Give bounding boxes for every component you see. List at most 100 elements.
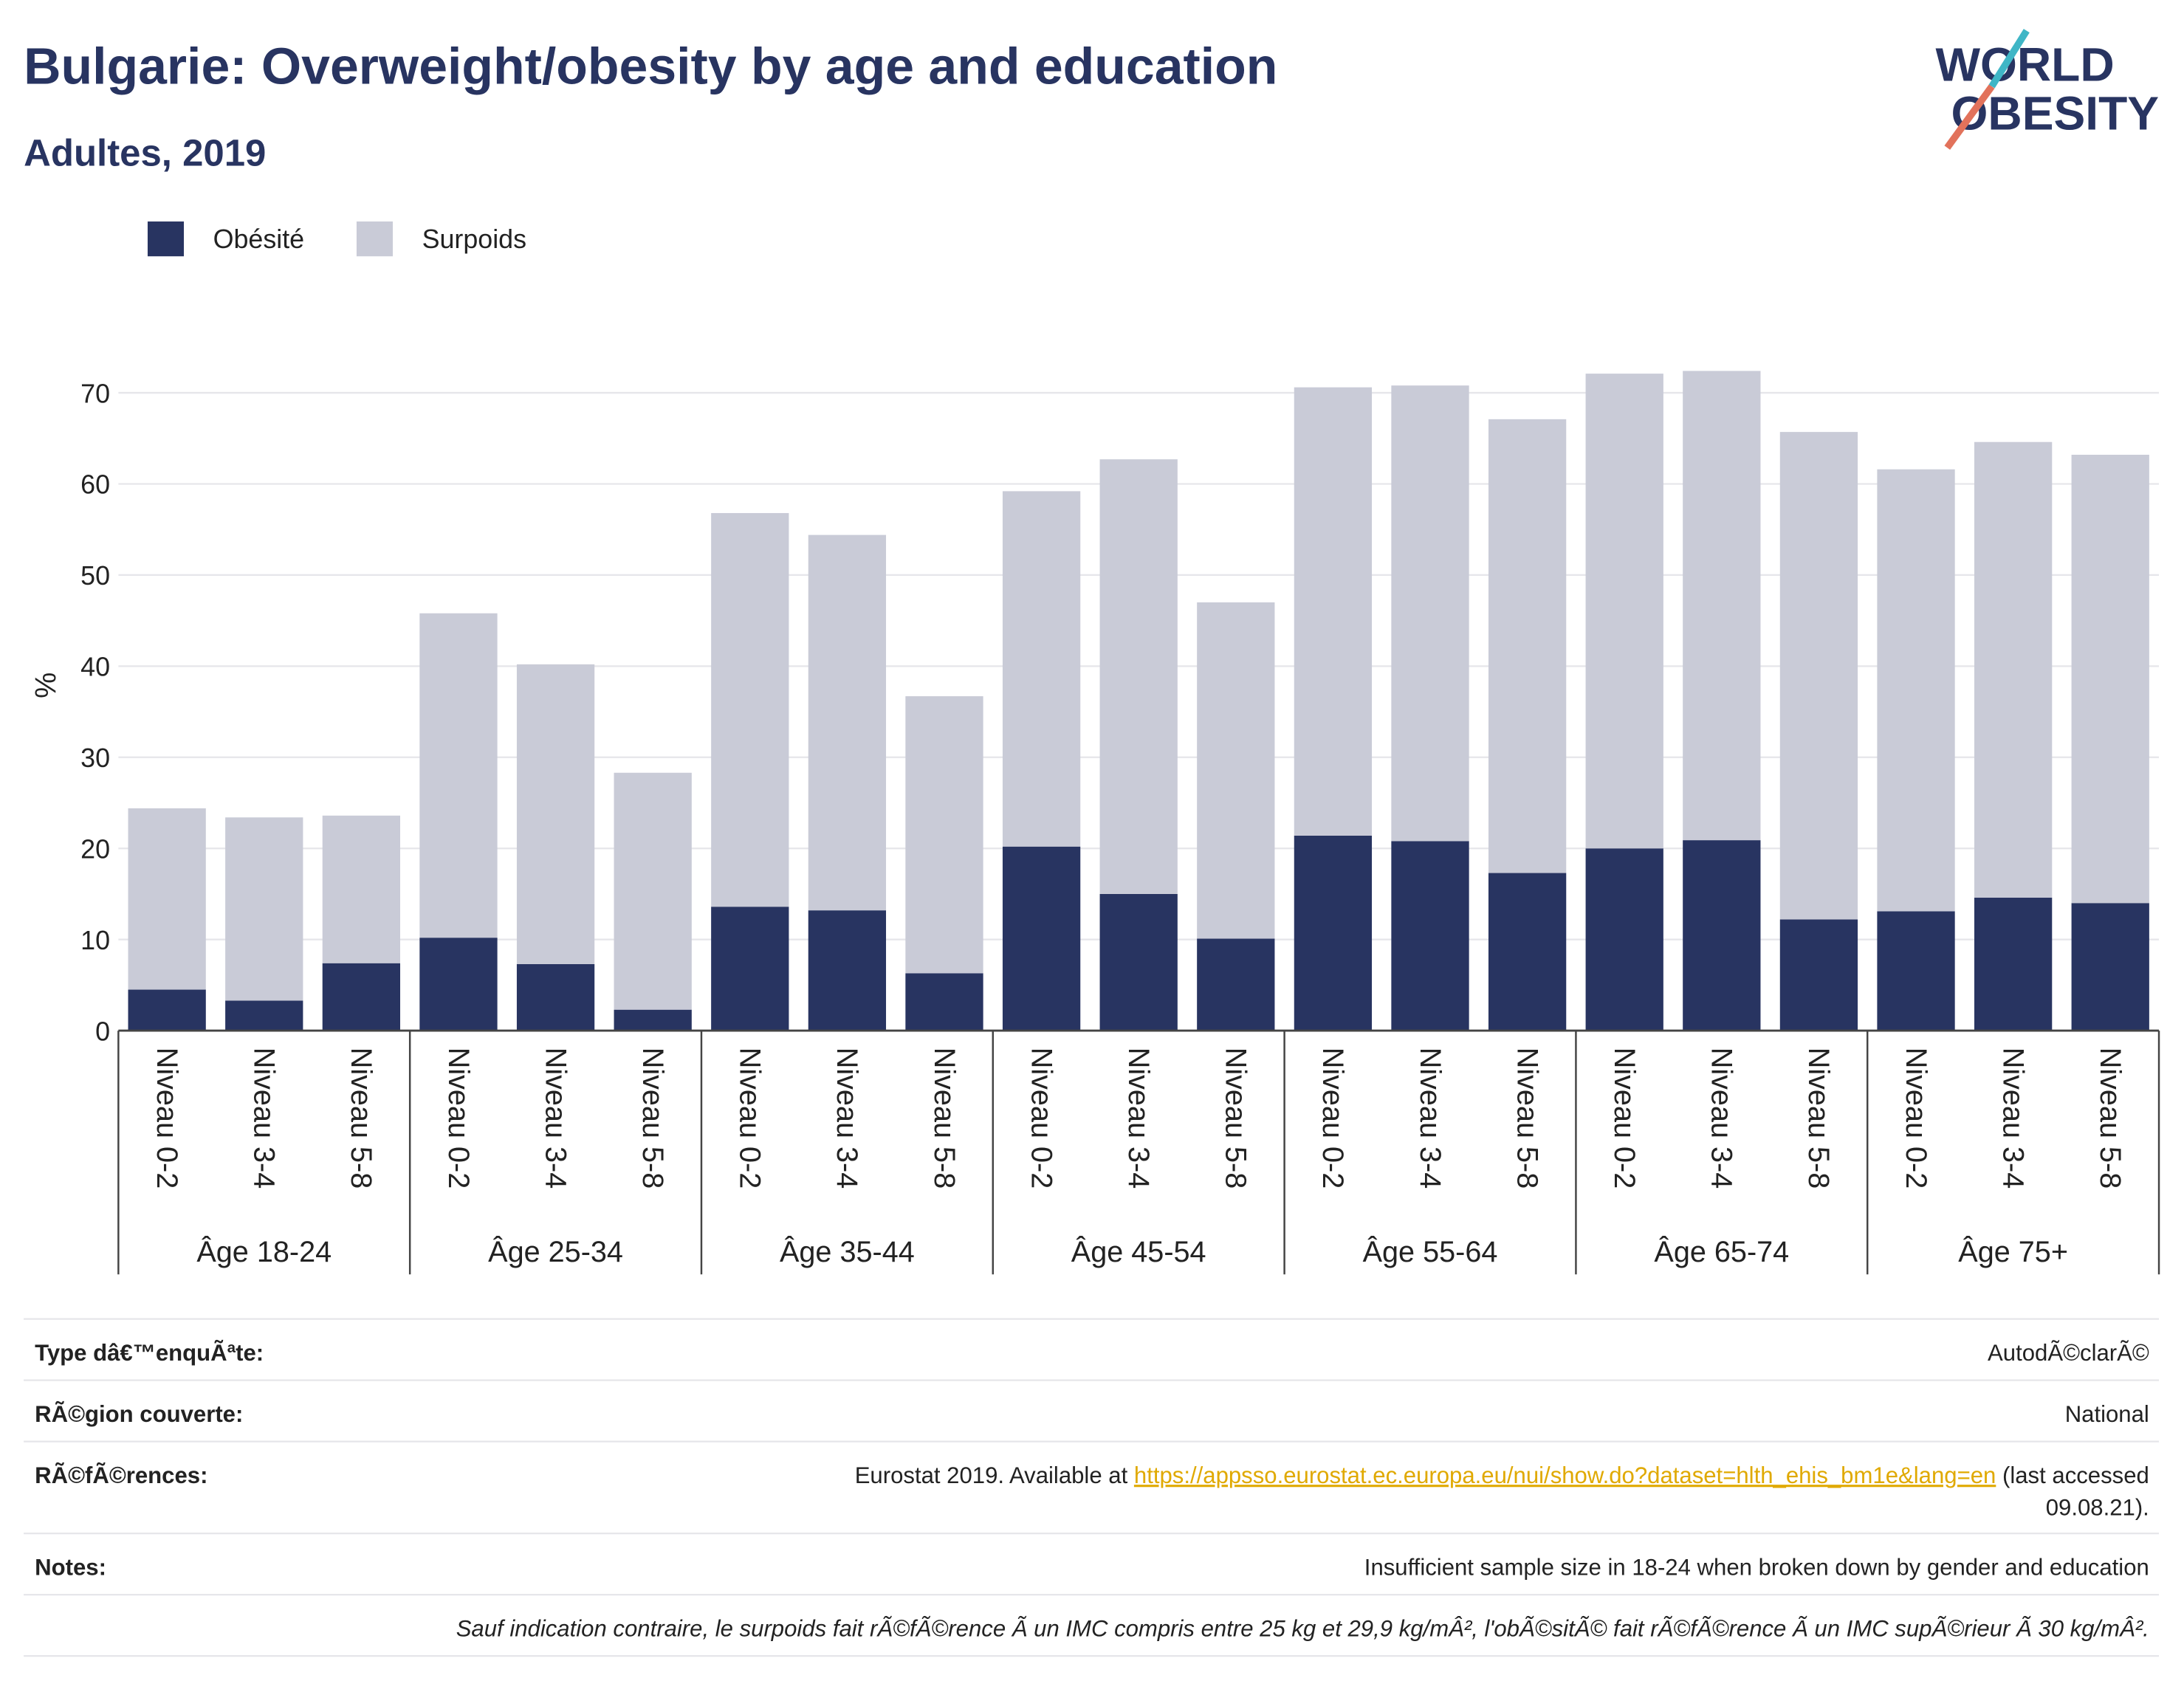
bar-segment xyxy=(1779,919,1858,1031)
bar-segment xyxy=(1294,387,1373,836)
table-label: RÃ©fÃ©rences: xyxy=(35,1462,207,1488)
reference-text: (last accessed xyxy=(1996,1462,2149,1488)
bar-segment xyxy=(128,989,206,1031)
y-axis-label: % xyxy=(30,673,62,698)
bar-segment xyxy=(1683,840,1761,1031)
y-tick-label: 0 xyxy=(95,1017,110,1046)
y-tick-label: 20 xyxy=(80,834,110,864)
group-label: Âge 25-34 xyxy=(488,1236,623,1268)
y-tick-label: 40 xyxy=(80,653,110,682)
bar-segment xyxy=(1002,846,1081,1031)
legend-label: Obésité xyxy=(213,224,304,254)
bar-segment xyxy=(1197,602,1275,939)
x-tick-label: Niveau 0-2 xyxy=(151,1048,183,1189)
bar-segment xyxy=(905,973,983,1031)
x-tick-label: Niveau 5-8 xyxy=(1802,1048,1835,1189)
group-label: Âge 65-74 xyxy=(1654,1236,1789,1268)
x-tick-label: Niveau 5-8 xyxy=(2094,1048,2126,1189)
table-value: 09.08.21). xyxy=(2046,1495,2149,1521)
bar-segment xyxy=(905,696,983,974)
x-tick-label: Niveau 3-4 xyxy=(1122,1048,1155,1189)
bar-segment xyxy=(225,817,303,1001)
legend-label: Surpoids xyxy=(422,224,526,254)
group-label: Âge 35-44 xyxy=(780,1236,915,1268)
x-tick-label: Niveau 3-4 xyxy=(539,1048,571,1189)
x-tick-label: Niveau 0-2 xyxy=(1608,1048,1641,1189)
reference-text: Eurostat 2019. Available at xyxy=(855,1462,1134,1488)
group-label: Âge 45-54 xyxy=(1071,1236,1206,1268)
legend-swatch xyxy=(147,221,185,257)
bar-segment xyxy=(1488,873,1567,1031)
bar-segment xyxy=(1197,938,1275,1031)
y-tick-label: 70 xyxy=(80,379,110,408)
table-label: Notes: xyxy=(35,1555,106,1581)
bar-segment xyxy=(1877,469,1955,912)
y-tick-label: 60 xyxy=(80,470,110,500)
bar-segment xyxy=(1099,893,1178,1031)
x-tick-label: Niveau 5-8 xyxy=(636,1048,669,1189)
bar-segment xyxy=(1585,848,1663,1031)
bar-segment xyxy=(1391,841,1469,1031)
chart-subtitle: Adultes, 2019 xyxy=(24,132,266,174)
logo-text: WORLD xyxy=(1935,38,2114,91)
group-label: Âge 18-24 xyxy=(196,1236,332,1268)
bar-segment xyxy=(516,963,595,1031)
y-tick-label: 10 xyxy=(80,926,110,955)
bar-segment xyxy=(1974,441,2053,898)
bar-segment xyxy=(419,938,498,1031)
bar-segment xyxy=(128,808,206,990)
bar-segment xyxy=(1585,374,1663,849)
bar-segment xyxy=(1294,835,1373,1031)
bar-segment xyxy=(2071,454,2149,904)
bar-segment xyxy=(1779,432,1858,920)
logo-slash xyxy=(1988,29,2030,89)
bar-segment xyxy=(614,1009,692,1031)
legend-swatch xyxy=(356,221,393,257)
bar-segment xyxy=(711,907,789,1031)
bar-segment xyxy=(614,772,692,1010)
chart-title: Bulgarie: Overweight/obesity by age and … xyxy=(24,37,1277,94)
bar-segment xyxy=(1877,911,1955,1031)
x-tick-label: Niveau 0-2 xyxy=(442,1048,475,1189)
bar-segment xyxy=(2071,903,2149,1031)
bar-segment xyxy=(1974,897,2053,1031)
bar-segment xyxy=(419,613,498,938)
table-value: AutodÃ©clarÃ© xyxy=(1988,1340,2149,1366)
bar-segment xyxy=(225,1000,303,1031)
x-tick-label: Niveau 5-8 xyxy=(1220,1048,1252,1189)
x-tick-label: Niveau 5-8 xyxy=(928,1048,961,1189)
bar-segment xyxy=(322,815,401,963)
x-tick-label: Niveau 0-2 xyxy=(734,1048,766,1189)
reference-link[interactable]: https://appsso.eurostat.ec.europa.eu/nui… xyxy=(1134,1462,1996,1488)
x-tick-label: Niveau 3-4 xyxy=(831,1048,863,1189)
bar-segment xyxy=(1683,371,1761,841)
logo: WORLD OBESITY xyxy=(1935,29,2159,150)
group-label: Âge 75+ xyxy=(1958,1236,2068,1268)
x-tick-label: Niveau 0-2 xyxy=(1025,1048,1057,1189)
logo-slash xyxy=(1944,84,1995,150)
bar-segment xyxy=(711,512,789,907)
x-tick-label: Niveau 3-4 xyxy=(1414,1048,1446,1189)
x-tick-label: Niveau 3-4 xyxy=(1706,1048,1738,1189)
x-tick-label: Niveau 5-8 xyxy=(1511,1048,1543,1189)
footnote: Sauf indication contraire, le surpoids f… xyxy=(456,1616,2149,1642)
table-label: Type dâ€™enquÃªte: xyxy=(35,1340,264,1366)
bar-segment xyxy=(808,534,887,911)
x-tick-label: Niveau 0-2 xyxy=(1316,1048,1349,1189)
table-label: RÃ©gion couverte: xyxy=(35,1401,243,1427)
bar-segment xyxy=(322,963,401,1031)
table-value: Insufficient sample size in 18-24 when b… xyxy=(1364,1555,2149,1581)
group-label: Âge 55-64 xyxy=(1363,1236,1498,1268)
bar-segment xyxy=(1099,459,1178,894)
x-tick-label: Niveau 3-4 xyxy=(248,1048,281,1189)
x-tick-label: Niveau 0-2 xyxy=(1900,1048,1932,1189)
table-value: National xyxy=(2065,1401,2149,1427)
x-tick-label: Niveau 5-8 xyxy=(345,1048,377,1189)
bar-segment xyxy=(1002,491,1081,847)
y-tick-label: 50 xyxy=(80,561,110,591)
y-tick-label: 30 xyxy=(80,743,110,773)
table-value: Eurostat 2019. Available at https://apps… xyxy=(855,1462,2149,1488)
bar-segment xyxy=(808,910,887,1031)
bar-segment xyxy=(516,664,595,964)
